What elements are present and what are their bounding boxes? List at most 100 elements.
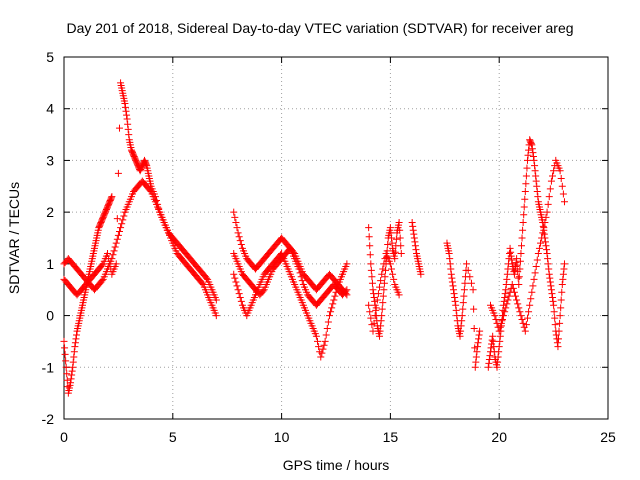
data-point-track-k — [517, 312, 525, 320]
data-point-track-j — [513, 255, 521, 263]
data-point-track-e — [325, 312, 333, 320]
data-point-track-j — [533, 182, 541, 190]
data-point-track-k — [503, 300, 511, 308]
data-point-track-g — [379, 299, 387, 307]
data-point-track-i — [412, 246, 420, 254]
data-point-track-c — [111, 243, 119, 251]
data-point-track-i — [459, 305, 467, 313]
data-point-track-g — [368, 279, 376, 287]
data-point-track-i — [450, 286, 458, 294]
data-point-track-i — [457, 327, 465, 335]
chart-title: Day 201 of 2018, Sidereal Day-to-day VTE… — [66, 20, 573, 36]
data-point-track-j — [540, 230, 548, 238]
data-point-track-g — [377, 322, 385, 330]
data-point-track-h — [390, 275, 398, 283]
data-point-track-j — [520, 211, 528, 219]
y-tick-label: 0 — [46, 308, 54, 324]
data-point-track-j — [507, 248, 515, 256]
data-point-track-j — [515, 273, 523, 281]
data-point-track-h — [386, 260, 394, 268]
data-point-track-j — [549, 297, 557, 305]
data-point-track-k — [521, 327, 529, 335]
data-point-track-e — [315, 343, 323, 351]
data-point-track-k — [502, 304, 510, 312]
data-point-track-k — [500, 312, 508, 320]
data-point-track-i — [410, 234, 418, 242]
data-point-track-j — [543, 246, 551, 254]
data-point-track-j — [513, 261, 521, 269]
data-point-track-g — [378, 305, 386, 313]
data-point-track-i — [409, 222, 417, 230]
data-point-track-i — [464, 266, 472, 274]
data-point-track-h — [366, 308, 374, 316]
data-point-track-k — [543, 208, 551, 216]
data-point-track-h — [371, 312, 379, 320]
data-point-track-k — [496, 323, 504, 331]
data-point-track-g — [396, 234, 404, 242]
data-point-track-b — [142, 160, 150, 168]
data-point-track-e — [330, 296, 338, 304]
data-point-track-i — [470, 305, 478, 313]
data-point-track-i — [457, 322, 465, 330]
data-point-track-j — [541, 238, 549, 246]
data-point-track-j — [546, 274, 554, 282]
data-point-track-j — [519, 218, 527, 226]
data-point-track-j — [554, 335, 562, 343]
data-point-track-i — [447, 270, 455, 278]
data-point-track-b — [112, 260, 120, 268]
data-point-track-j — [530, 156, 538, 164]
data-point-track-a — [62, 357, 70, 365]
data-point-track-k — [508, 281, 516, 289]
data-point-track-j — [529, 149, 537, 157]
data-point-track-b — [125, 131, 133, 139]
data-point-track-k — [537, 239, 545, 247]
data-point-track-k — [558, 182, 566, 190]
data-point-track-c — [118, 220, 126, 228]
data-point-track-h — [379, 265, 387, 273]
y-axis-label: SDTVAR / TECUs — [6, 182, 22, 294]
data-point-track-j — [488, 336, 496, 344]
data-point-track-e — [332, 288, 340, 296]
data-point-track-j — [494, 358, 502, 366]
data-point-track-a — [62, 363, 70, 371]
data-point-track-i — [411, 238, 419, 246]
data-point-track-h — [374, 290, 382, 298]
data-point-track-h — [389, 270, 397, 278]
data-point-track-b — [121, 100, 129, 108]
data-point-track-g — [392, 235, 400, 243]
data-point-track-e — [324, 318, 332, 326]
data-point-track-c — [117, 224, 125, 232]
data-point-track-h — [376, 283, 384, 291]
data-point-track-j — [534, 193, 542, 201]
data-point-track-e — [235, 290, 243, 298]
data-point-track-i — [461, 279, 469, 287]
data-point-track-j — [552, 331, 560, 339]
data-point-track-a — [70, 353, 78, 361]
data-point-track-i — [458, 312, 466, 320]
data-point-track-g — [376, 332, 384, 340]
data-point-track-e — [318, 349, 326, 357]
data-point-track-j — [545, 270, 553, 278]
data-point-track-k — [539, 229, 547, 237]
data-point-track-k — [505, 292, 513, 300]
data-point-track-h — [378, 270, 386, 278]
data-point-track-a — [107, 194, 115, 202]
data-point-track-h — [395, 291, 403, 299]
data-point-track-b — [114, 169, 122, 177]
data-point-track-i — [447, 265, 455, 273]
data-point-track-k — [545, 193, 553, 201]
data-point-track-g — [387, 234, 395, 242]
data-point-track-i — [450, 290, 458, 298]
data-point-track-b — [212, 312, 220, 320]
data-point-track-k — [541, 218, 549, 226]
data-point-track-e — [234, 286, 242, 294]
data-point-track-j — [525, 146, 533, 154]
data-point-track-j — [551, 321, 559, 329]
data-point-track-k — [512, 292, 520, 300]
data-point-track-j — [520, 203, 528, 211]
data-point-track-j — [519, 226, 527, 234]
data-point-track-c — [115, 228, 123, 236]
data-point-track-e — [317, 353, 325, 361]
data-point-track-a — [63, 370, 71, 378]
data-point-track-j — [516, 265, 524, 273]
